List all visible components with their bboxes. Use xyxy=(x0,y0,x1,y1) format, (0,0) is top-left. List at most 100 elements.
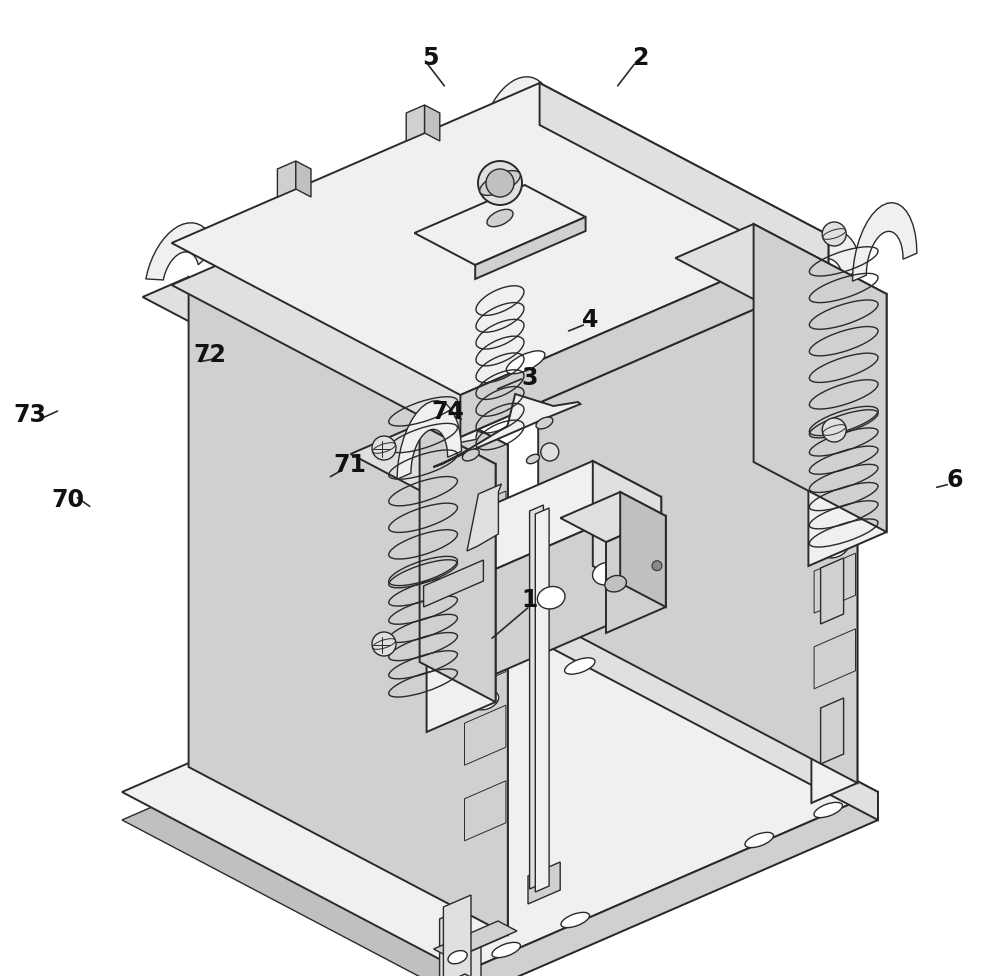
Polygon shape xyxy=(464,706,506,765)
Polygon shape xyxy=(460,235,828,437)
Polygon shape xyxy=(814,402,855,462)
Polygon shape xyxy=(425,105,440,141)
Polygon shape xyxy=(277,161,296,197)
Polygon shape xyxy=(464,781,506,840)
Polygon shape xyxy=(492,125,857,313)
Text: 71: 71 xyxy=(334,453,366,477)
Ellipse shape xyxy=(487,209,513,226)
Polygon shape xyxy=(852,203,917,281)
Polygon shape xyxy=(530,505,543,889)
Ellipse shape xyxy=(565,658,595,674)
Polygon shape xyxy=(814,629,855,689)
Polygon shape xyxy=(821,558,844,624)
Polygon shape xyxy=(808,294,887,566)
Polygon shape xyxy=(172,83,828,395)
Circle shape xyxy=(486,169,514,197)
Polygon shape xyxy=(491,497,661,676)
Circle shape xyxy=(652,560,662,571)
Polygon shape xyxy=(434,921,517,959)
Ellipse shape xyxy=(472,690,499,710)
Text: 6: 6 xyxy=(947,468,963,492)
Circle shape xyxy=(541,443,559,461)
Polygon shape xyxy=(296,161,311,197)
Text: 70: 70 xyxy=(52,488,84,512)
Polygon shape xyxy=(433,394,580,467)
Polygon shape xyxy=(606,516,666,633)
Polygon shape xyxy=(814,339,855,399)
Polygon shape xyxy=(351,424,496,494)
Polygon shape xyxy=(475,217,586,279)
Polygon shape xyxy=(406,105,425,141)
Polygon shape xyxy=(540,83,828,277)
Ellipse shape xyxy=(462,449,479,461)
Ellipse shape xyxy=(536,417,553,428)
Ellipse shape xyxy=(745,833,773,847)
Ellipse shape xyxy=(537,587,565,609)
Polygon shape xyxy=(462,445,508,955)
Polygon shape xyxy=(146,223,216,280)
Circle shape xyxy=(822,222,846,246)
Polygon shape xyxy=(464,630,506,690)
Polygon shape xyxy=(458,370,539,443)
Polygon shape xyxy=(172,125,828,437)
Polygon shape xyxy=(754,224,887,532)
Text: 74: 74 xyxy=(432,400,464,424)
Circle shape xyxy=(822,418,846,442)
Polygon shape xyxy=(529,551,557,654)
Polygon shape xyxy=(560,492,666,542)
Polygon shape xyxy=(420,424,496,702)
Circle shape xyxy=(478,161,522,205)
Polygon shape xyxy=(143,277,508,465)
Polygon shape xyxy=(424,560,483,607)
Polygon shape xyxy=(675,224,887,328)
Polygon shape xyxy=(419,974,480,976)
Polygon shape xyxy=(467,484,501,551)
Polygon shape xyxy=(482,77,552,134)
Polygon shape xyxy=(528,862,560,904)
Polygon shape xyxy=(780,229,861,303)
Polygon shape xyxy=(464,554,506,614)
Polygon shape xyxy=(821,698,844,764)
Ellipse shape xyxy=(515,631,546,648)
Polygon shape xyxy=(443,895,471,976)
Polygon shape xyxy=(814,553,855,613)
Text: 5: 5 xyxy=(422,46,438,70)
Polygon shape xyxy=(440,901,481,976)
Text: 72: 72 xyxy=(194,343,226,367)
Polygon shape xyxy=(122,640,878,976)
Circle shape xyxy=(372,436,396,460)
Ellipse shape xyxy=(814,802,842,818)
Text: 2: 2 xyxy=(632,46,648,70)
Polygon shape xyxy=(464,491,506,551)
Ellipse shape xyxy=(605,576,626,591)
Ellipse shape xyxy=(448,951,467,963)
Ellipse shape xyxy=(593,562,620,585)
Polygon shape xyxy=(423,461,661,571)
Text: 3: 3 xyxy=(522,366,538,390)
Polygon shape xyxy=(814,477,855,538)
Polygon shape xyxy=(427,464,496,732)
Ellipse shape xyxy=(506,350,545,374)
Polygon shape xyxy=(414,185,586,265)
Ellipse shape xyxy=(480,171,520,195)
Ellipse shape xyxy=(526,454,540,464)
Polygon shape xyxy=(593,461,661,602)
Circle shape xyxy=(463,784,471,792)
Circle shape xyxy=(372,632,396,656)
Polygon shape xyxy=(397,401,461,479)
Polygon shape xyxy=(122,612,878,972)
Polygon shape xyxy=(811,293,857,803)
Ellipse shape xyxy=(467,664,497,680)
Ellipse shape xyxy=(561,913,589,927)
Polygon shape xyxy=(535,508,549,892)
Polygon shape xyxy=(538,125,857,783)
Circle shape xyxy=(444,773,452,782)
Text: 73: 73 xyxy=(14,403,46,427)
Text: 4: 4 xyxy=(582,308,598,332)
Circle shape xyxy=(463,765,471,773)
Polygon shape xyxy=(536,612,878,820)
Ellipse shape xyxy=(736,251,775,273)
Polygon shape xyxy=(620,492,666,607)
Text: 1: 1 xyxy=(522,588,538,612)
Ellipse shape xyxy=(492,943,520,957)
